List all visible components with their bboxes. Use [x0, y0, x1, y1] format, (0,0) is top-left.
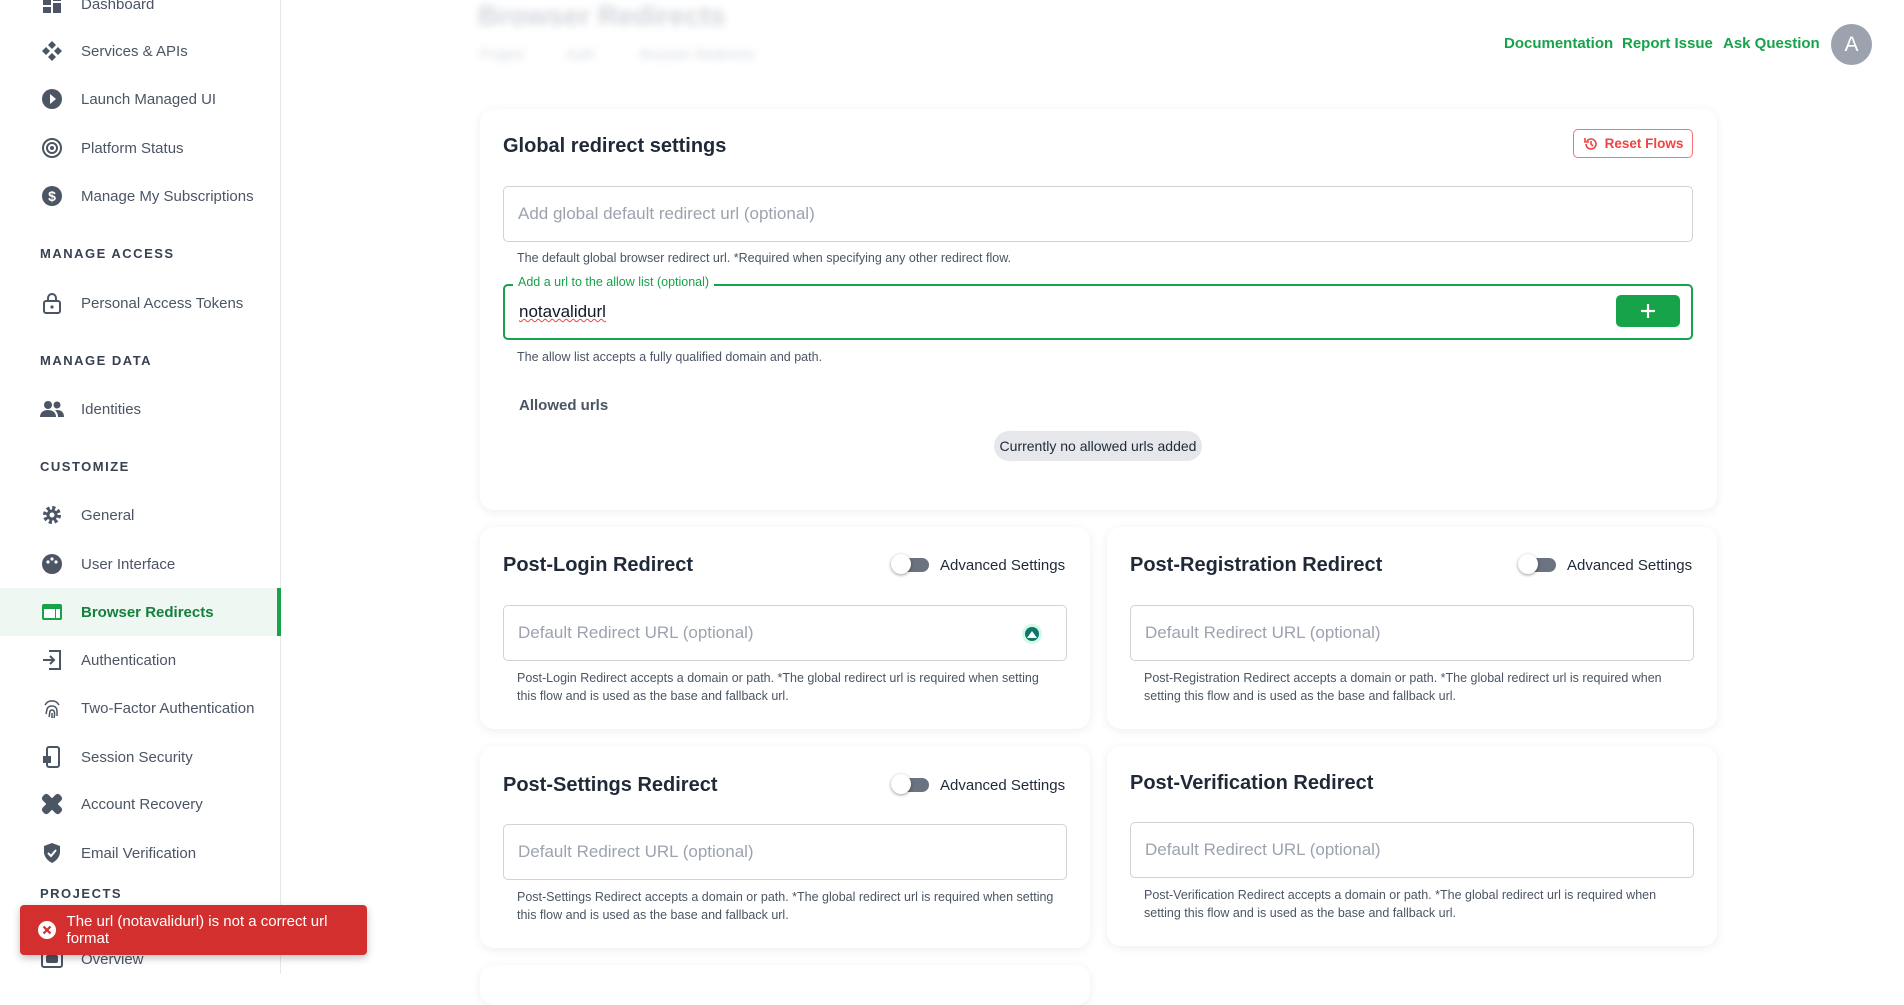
sidebar-item-two-factor[interactable]: Two-Factor Authentication — [0, 684, 281, 732]
post-registration-url-input[interactable]: Default Redirect URL (optional) — [1130, 605, 1694, 661]
post-registration-card: Post-Registration Redirect Advanced Sett… — [1107, 527, 1717, 729]
documentation-link[interactable]: Documentation — [1504, 35, 1614, 52]
global-default-url-input[interactable]: Add global default redirect url (optiona… — [503, 186, 1693, 242]
sidebar-item-dashboard[interactable]: Dashboard — [0, 0, 281, 28]
post-settings-card: Post-Settings Redirect Advanced Settings… — [480, 746, 1090, 948]
fingerprint-icon — [40, 696, 64, 720]
post-settings-advanced-label: Advanced Settings — [940, 777, 1066, 794]
sidebar-item-account-recovery[interactable]: Account Recovery — [0, 780, 281, 828]
global-default-url-placeholder: Add global default redirect url (optiona… — [518, 204, 815, 223]
avatar[interactable]: A — [1831, 24, 1872, 65]
post-verification-title: Post-Verification Redirect — [1130, 772, 1374, 794]
palette-icon — [40, 552, 64, 576]
breadcrumb-project: Project — [480, 46, 524, 62]
reset-flows-label: Reset Flows — [1604, 136, 1684, 151]
post-verification-help: Post-Verification Redirect accepts a dom… — [1144, 888, 1657, 920]
post-verification-card: Post-Verification Redirect Default Redir… — [1107, 746, 1717, 946]
reset-flows-button[interactable]: Reset Flows — [1573, 129, 1693, 158]
global-default-help: The default global browser redirect url.… — [517, 251, 1012, 265]
post-settings-help: Post-Settings Redirect accepts a domain … — [517, 890, 1054, 922]
error-icon — [38, 921, 56, 939]
allowed-urls-title: Allowed urls — [519, 397, 609, 414]
error-toast-message: The url (notavalidurl) is not a correct … — [66, 913, 328, 947]
sidebar-item-user-interface[interactable]: User Interface — [0, 540, 281, 588]
post-registration-placeholder: Default Redirect URL (optional) — [1145, 623, 1381, 642]
sidebar-item-general[interactable]: General — [0, 491, 281, 539]
sidebar-item-personal-access-tokens[interactable]: Personal Access Tokens — [0, 279, 281, 327]
breadcrumb-auth: Auth — [566, 46, 595, 62]
ask-question-link[interactable]: Ask Question — [1723, 35, 1820, 52]
lock-icon — [40, 291, 64, 315]
section-manage-data: MANAGE DATA — [40, 353, 153, 368]
post-registration-advanced-label: Advanced Settings — [1567, 557, 1693, 574]
shield-check-icon — [40, 841, 64, 865]
dashboard-icon — [40, 0, 64, 16]
sidebar-item-session-security[interactable]: Session Security — [0, 733, 281, 781]
breadcrumb-current: Browser Redirects — [640, 46, 755, 62]
gear-icon — [40, 503, 64, 527]
post-login-card: Post-Login Redirect Advanced Settings De… — [480, 527, 1090, 729]
allow-list-value: notavalidurl — [519, 302, 606, 321]
sidebar-item-authentication[interactable]: Authentication — [0, 636, 281, 684]
section-customize: CUSTOMIZE — [40, 459, 130, 474]
global-card-title: Global redirect settings — [503, 135, 727, 157]
allow-list-help: The allow list accepts a fully qualified… — [517, 350, 823, 364]
page-title: Browser Redirects — [478, 0, 726, 31]
post-login-help: Post-Login Redirect accepts a domain or … — [517, 671, 1039, 703]
post-registration-title: Post-Registration Redirect — [1130, 554, 1383, 576]
plus-icon — [1641, 304, 1655, 318]
password-manager-icon[interactable] — [1022, 624, 1042, 644]
sidebar-item-subscriptions[interactable]: $ Manage My Subscriptions — [0, 172, 281, 220]
login-icon — [40, 648, 64, 672]
sidebar-item-identities[interactable]: Identities — [0, 385, 281, 433]
section-manage-access: MANAGE ACCESS — [40, 246, 175, 261]
post-registration-advanced-toggle[interactable] — [1518, 554, 1556, 574]
section-projects: PROJECTS — [40, 886, 123, 901]
post-verification-url-input[interactable]: Default Redirect URL (optional) — [1130, 822, 1694, 878]
svg-text:$: $ — [48, 188, 56, 204]
post-settings-url-input[interactable]: Default Redirect URL (optional) — [503, 824, 1067, 880]
allow-list-label: Add a url to the allow list (optional) — [513, 275, 715, 289]
next-flow-card — [480, 965, 1090, 1005]
sidebar-item-browser-redirects[interactable]: Browser Redirects — [0, 588, 281, 636]
sidebar-item-email-verification[interactable]: Email Verification — [0, 829, 281, 877]
phone-lock-icon — [40, 745, 64, 769]
sidebar-item-platform-status[interactable]: Platform Status — [0, 124, 281, 172]
sidebar-item-services[interactable]: Services & APIs — [0, 27, 281, 75]
post-login-url-input[interactable]: Default Redirect URL (optional) — [503, 605, 1067, 661]
global-redirect-card: Global redirect settings Reset Flows Add… — [480, 109, 1717, 510]
bandage-icon — [40, 792, 64, 816]
services-icon — [40, 39, 64, 63]
add-url-button[interactable] — [1616, 295, 1680, 327]
post-login-advanced-label: Advanced Settings — [940, 557, 1066, 574]
report-issue-link[interactable]: Report Issue — [1622, 35, 1713, 52]
post-login-advanced-toggle[interactable] — [891, 554, 929, 574]
history-icon — [1583, 137, 1597, 150]
error-toast: The url (notavalidurl) is not a correct … — [20, 905, 367, 955]
post-verification-placeholder: Default Redirect URL (optional) — [1145, 840, 1381, 859]
post-login-title: Post-Login Redirect — [503, 554, 694, 576]
post-settings-placeholder: Default Redirect URL (optional) — [518, 842, 754, 861]
play-icon — [40, 87, 64, 111]
post-settings-title: Post-Settings Redirect — [503, 774, 718, 796]
empty-allowed-urls-chip: Currently no allowed urls added — [994, 431, 1202, 461]
allow-list-input[interactable]: notavalidurl — [503, 284, 1693, 340]
browser-icon — [40, 600, 64, 624]
people-icon — [40, 397, 64, 421]
dollar-icon: $ — [40, 184, 64, 208]
broadcast-icon — [40, 136, 64, 160]
sidebar: Dashboard Services & APIs Launch Managed… — [0, 0, 281, 974]
sidebar-item-launch-ui[interactable]: Launch Managed UI — [0, 75, 281, 123]
post-login-placeholder: Default Redirect URL (optional) — [518, 623, 754, 642]
post-settings-advanced-toggle[interactable] — [891, 774, 929, 794]
post-registration-help: Post-Registration Redirect accepts a dom… — [1144, 671, 1662, 703]
